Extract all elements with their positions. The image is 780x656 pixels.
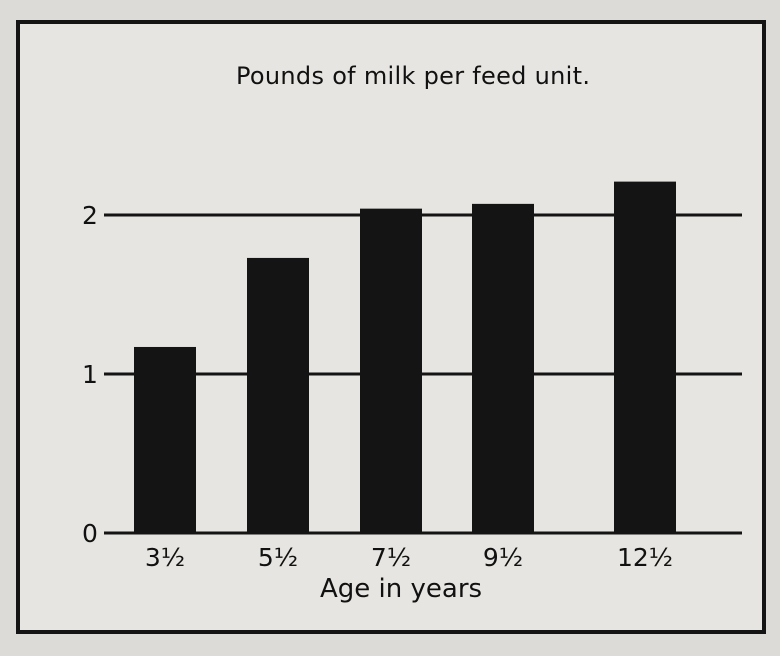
x-tick-label-3: 7½	[371, 543, 411, 572]
x-tick-label-5: 12½	[617, 543, 673, 572]
y-tick-label-1: 1	[82, 360, 98, 389]
bar-1	[134, 346, 196, 533]
x-tick-label-1: 3½	[145, 543, 185, 572]
y-tick-label-0: 0	[82, 519, 98, 548]
x-tick-label-4: 9½	[483, 543, 523, 572]
chart-title: Pounds of milk per feed unit.	[236, 62, 591, 90]
bar-2	[247, 257, 309, 533]
bar-3	[360, 208, 422, 533]
x-tick-label-2: 5½	[258, 543, 298, 572]
bar-4	[472, 203, 534, 533]
bar-5	[614, 181, 676, 534]
y-tick-label-2: 2	[82, 201, 98, 230]
x-axis-label: Age in years	[320, 574, 483, 604]
